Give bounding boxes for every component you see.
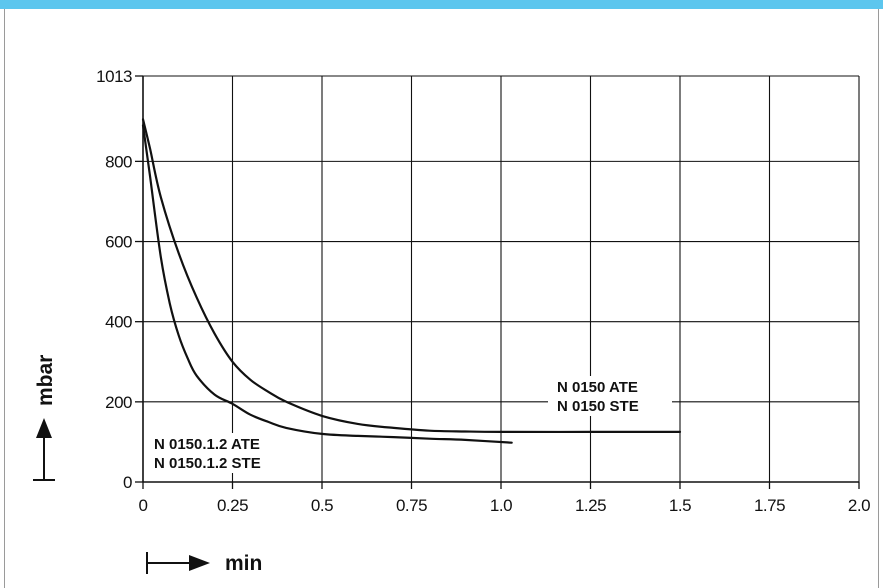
x-tick-label: 2.0 — [848, 496, 870, 515]
x-tick-label: 1.0 — [490, 496, 512, 515]
y-tick-labels: 0 200 400 600 800 1013 — [96, 67, 132, 492]
series-label-background — [548, 376, 672, 416]
y-tick-label: 0 — [123, 473, 132, 492]
series-line-n0150-1-2 — [141, 124, 513, 444]
series-label: N 0150.1.2 ATE — [154, 436, 260, 453]
x-tick-label: 0.25 — [217, 496, 248, 515]
x-tick-label: 1.75 — [754, 496, 785, 515]
x-tick-label: 1.25 — [575, 496, 606, 515]
x-tick-label: 0.75 — [396, 496, 427, 515]
series-label-background — [149, 433, 289, 473]
series-label: N 0150 STE — [557, 398, 639, 415]
y-tick-label: 200 — [105, 393, 132, 412]
y-tick-label: 1013 — [96, 67, 132, 86]
series-labels: N 0150 ATE N 0150 STE N 0150.1.2 ATE N 0150… — [149, 376, 672, 473]
top-accent-bar — [0, 0, 883, 9]
y-axis-title: mbar — [34, 355, 57, 406]
y-tick-label: 400 — [105, 313, 132, 332]
x-tick-label: 1.5 — [669, 496, 691, 515]
x-axis-title: min — [225, 552, 262, 575]
x-tick-labels: 0 0.25 0.5 0.75 1.0 1.25 1.5 1.75 2.0 — [139, 496, 871, 515]
series-label: N 0150 ATE — [557, 379, 638, 396]
x-tick-label: 0 — [139, 496, 148, 515]
y-axis-arrow-head — [36, 418, 52, 438]
frame-left-border — [4, 9, 5, 588]
series-line-n0150 — [141, 118, 682, 434]
x-axis-arrow-head — [189, 555, 210, 571]
y-tick-label: 600 — [105, 233, 132, 252]
series-lines — [141, 118, 682, 444]
frame-right-border — [878, 9, 879, 588]
series-label: N 0150.1.2 STE — [154, 455, 261, 472]
grid-lines — [142, 75, 860, 483]
x-tick-label: 0.5 — [311, 496, 333, 515]
tick-marks — [135, 75, 860, 489]
y-tick-label: 800 — [105, 152, 132, 171]
axis-titles: mbar min — [33, 355, 262, 575]
